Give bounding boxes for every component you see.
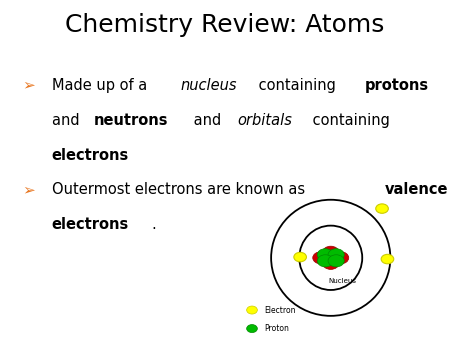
- Text: valence: valence: [384, 182, 448, 197]
- Text: Made up of a: Made up of a: [52, 78, 152, 93]
- Circle shape: [333, 252, 349, 264]
- Text: electrons: electrons: [52, 148, 129, 163]
- Text: electrons: electrons: [52, 217, 129, 233]
- Circle shape: [294, 252, 306, 262]
- Text: .: .: [152, 217, 156, 233]
- Text: containing: containing: [308, 113, 390, 128]
- Circle shape: [317, 249, 333, 261]
- Text: orbitals: orbitals: [237, 113, 292, 128]
- Text: and: and: [189, 113, 226, 128]
- Text: and: and: [52, 113, 84, 128]
- Circle shape: [313, 252, 329, 264]
- Text: containing: containing: [253, 78, 340, 93]
- Text: Electron: Electron: [265, 306, 296, 314]
- Circle shape: [323, 257, 339, 269]
- Text: protons: protons: [365, 78, 429, 93]
- Circle shape: [328, 255, 344, 267]
- Text: ➢: ➢: [22, 182, 35, 197]
- Text: Nucleus: Nucleus: [328, 278, 356, 284]
- Circle shape: [317, 255, 333, 267]
- Text: ➢: ➢: [22, 78, 35, 93]
- Circle shape: [376, 204, 388, 213]
- Circle shape: [328, 249, 344, 261]
- Circle shape: [381, 254, 394, 264]
- Text: Proton: Proton: [265, 324, 289, 333]
- Circle shape: [247, 325, 257, 333]
- Text: nucleus: nucleus: [180, 78, 237, 93]
- Text: neutrons: neutrons: [93, 113, 168, 128]
- Text: Outermost electrons are known as: Outermost electrons are known as: [52, 182, 310, 197]
- Text: Chemistry Review: Atoms: Chemistry Review: Atoms: [65, 13, 385, 37]
- Circle shape: [323, 246, 339, 258]
- Circle shape: [247, 306, 257, 314]
